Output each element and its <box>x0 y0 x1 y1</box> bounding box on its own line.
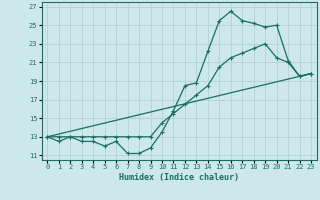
X-axis label: Humidex (Indice chaleur): Humidex (Indice chaleur) <box>119 173 239 182</box>
